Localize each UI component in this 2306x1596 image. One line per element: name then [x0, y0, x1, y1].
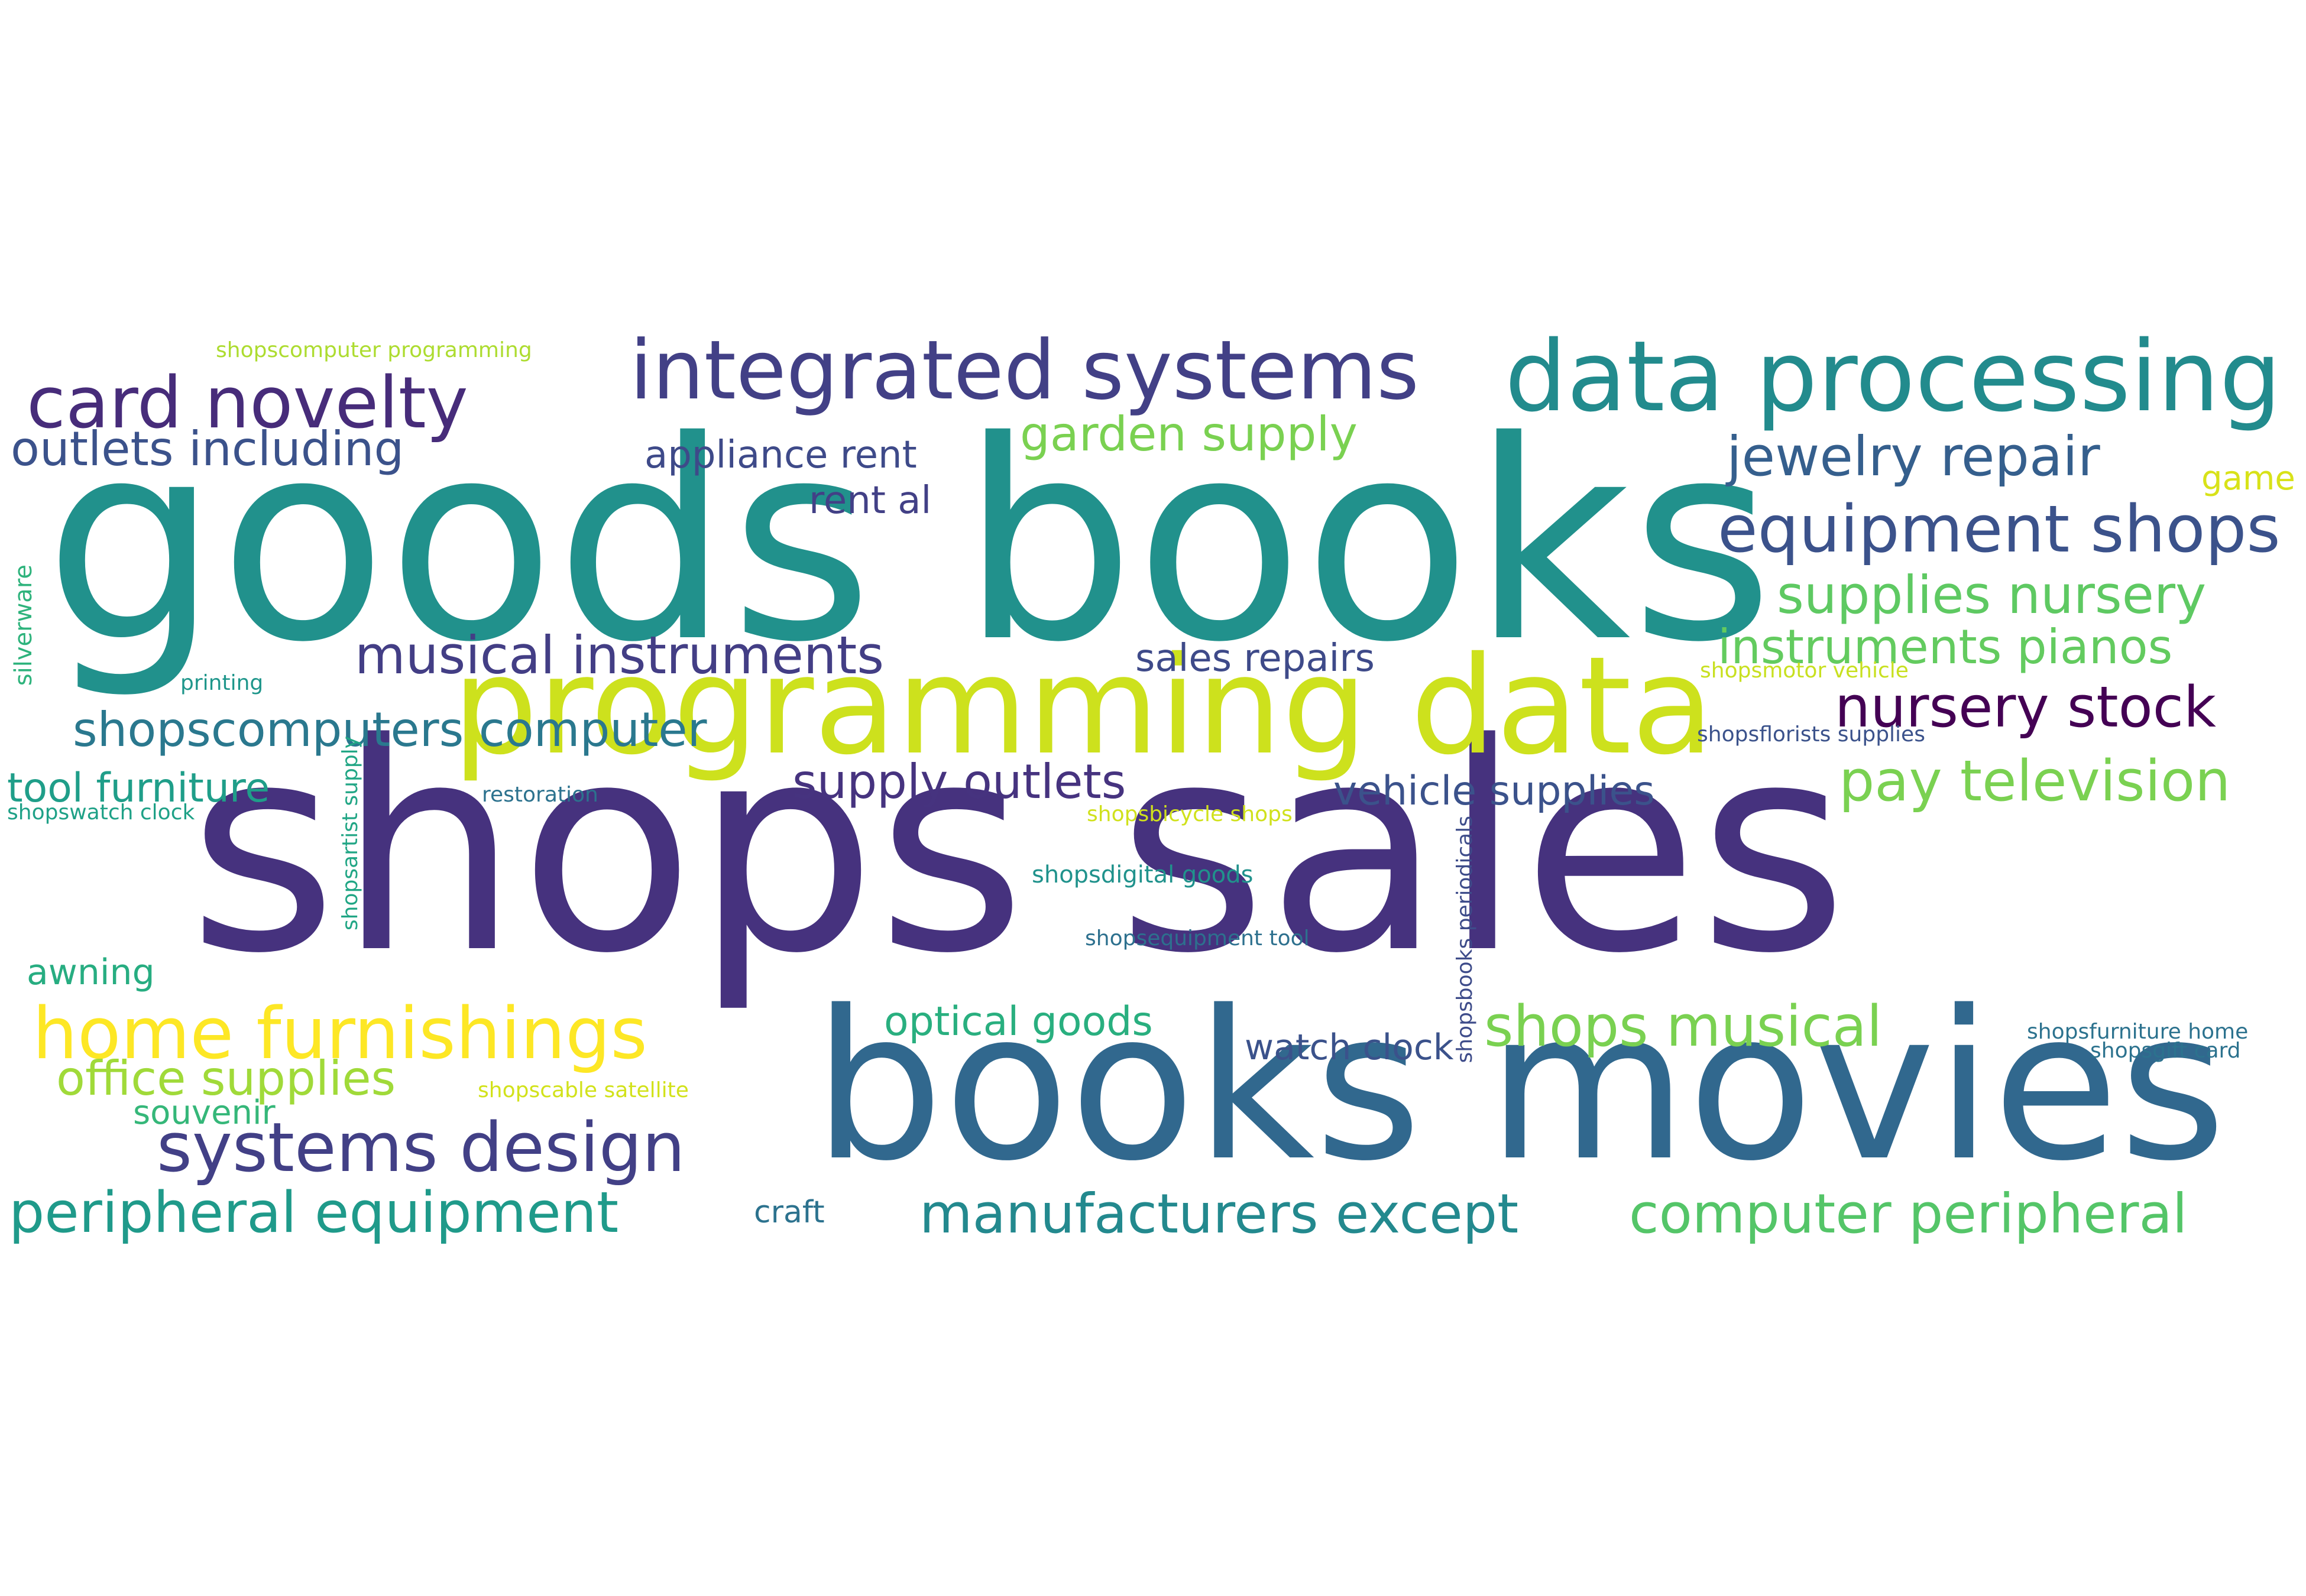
word-appliance-rent: appliance rent	[644, 433, 917, 477]
word-vehicle-supplies: vehicle supplies	[1333, 768, 1655, 815]
word-restoration: restoration	[482, 783, 598, 807]
word-shopsdigital-goods: shopsdigital goods	[1032, 861, 1254, 888]
word-pay-television: pay television	[1839, 749, 2231, 814]
word-books-movies: books movies	[813, 967, 2227, 1206]
word-manufacturers-except: manufacturers except	[919, 1182, 1519, 1245]
word-equipment-shops: equipment shops	[1718, 491, 2281, 567]
word-integrated-systems: integrated systems	[630, 323, 1419, 418]
word-home-furnishings: home furnishings	[33, 993, 647, 1075]
word-shopscomputers-computer: shopsmotor vehicle	[1700, 658, 1909, 683]
word-peripheral-equipment: peripheral equipment	[9, 1180, 619, 1245]
word-rent-al: rent al	[809, 479, 932, 523]
word-systems-design: systems design	[157, 1108, 685, 1188]
word-data-processing: data processing	[1505, 320, 2282, 433]
word-outlets-including: outlets including	[11, 421, 404, 476]
word-shopsmotor-vehicle: printing	[180, 671, 264, 695]
word-instruments-pianos: instruments pianos	[1718, 619, 2173, 674]
word-office-supplies: office supplies	[56, 1051, 396, 1106]
word-shopsbooks-periodicals: shopsbooks periodicals	[1453, 816, 1477, 1063]
word-computer-peripheral: computer peripheral	[1629, 1182, 2188, 1245]
word-game: game	[2201, 459, 2295, 498]
word-shopsgift-card: shopsgift card	[2090, 1039, 2241, 1063]
word-supply-outlets: supply outlets	[792, 754, 1126, 809]
word-craft: craft	[754, 1195, 825, 1230]
word-optical-goods: optical goods	[884, 998, 1153, 1045]
word-sales-repairs: sales repairs	[1135, 637, 1375, 680]
word-goods-books: goods books	[44, 382, 1774, 702]
word-shopsartist-supply: shopsartist supply	[338, 736, 362, 931]
word-shops-sales: shops sales	[188, 683, 1848, 1016]
word-nursery-stock: nursery stock	[1835, 675, 2217, 740]
word-jewelry-repair: jewelry repair	[1727, 425, 2100, 488]
word-musical-instruments: musical instruments	[355, 625, 885, 686]
word-shopswatch-clock: shopswatch clock	[7, 800, 195, 825]
word-shopsbicycle-shops: shopsbicycle shops	[1087, 802, 1293, 826]
word-souvenir: souvenir	[133, 1094, 276, 1132]
word-silverware: silverware	[10, 565, 37, 686]
word-watch-clock: watch clock	[1245, 1027, 1454, 1068]
word-programming-data: programming data	[452, 627, 1714, 784]
word-tool-furniture: tool furniture	[7, 765, 270, 812]
word-shopsflorists-supplies: shopsflorists supplies	[1697, 722, 1925, 747]
word-shopsequipment-tool: shopsequipment tool	[1085, 926, 1310, 951]
word-shops-musical: shops musical	[1484, 994, 1883, 1059]
word-garden-supply: garden supply	[1020, 407, 1358, 462]
word-awning: awning	[27, 952, 155, 993]
word-card-novelty: card novelty	[27, 362, 468, 445]
word-supplies-nursery: supplies nursery	[1777, 565, 2207, 625]
word-shopscomputer-programming: shopscomputer programming	[216, 338, 532, 362]
word-printing: shopscomputers computer	[73, 702, 707, 757]
word-shopsfurniture-home: shopsfurniture home	[2027, 1020, 2249, 1044]
word-shopscable-satellite: shopscable satellite	[478, 1078, 689, 1102]
